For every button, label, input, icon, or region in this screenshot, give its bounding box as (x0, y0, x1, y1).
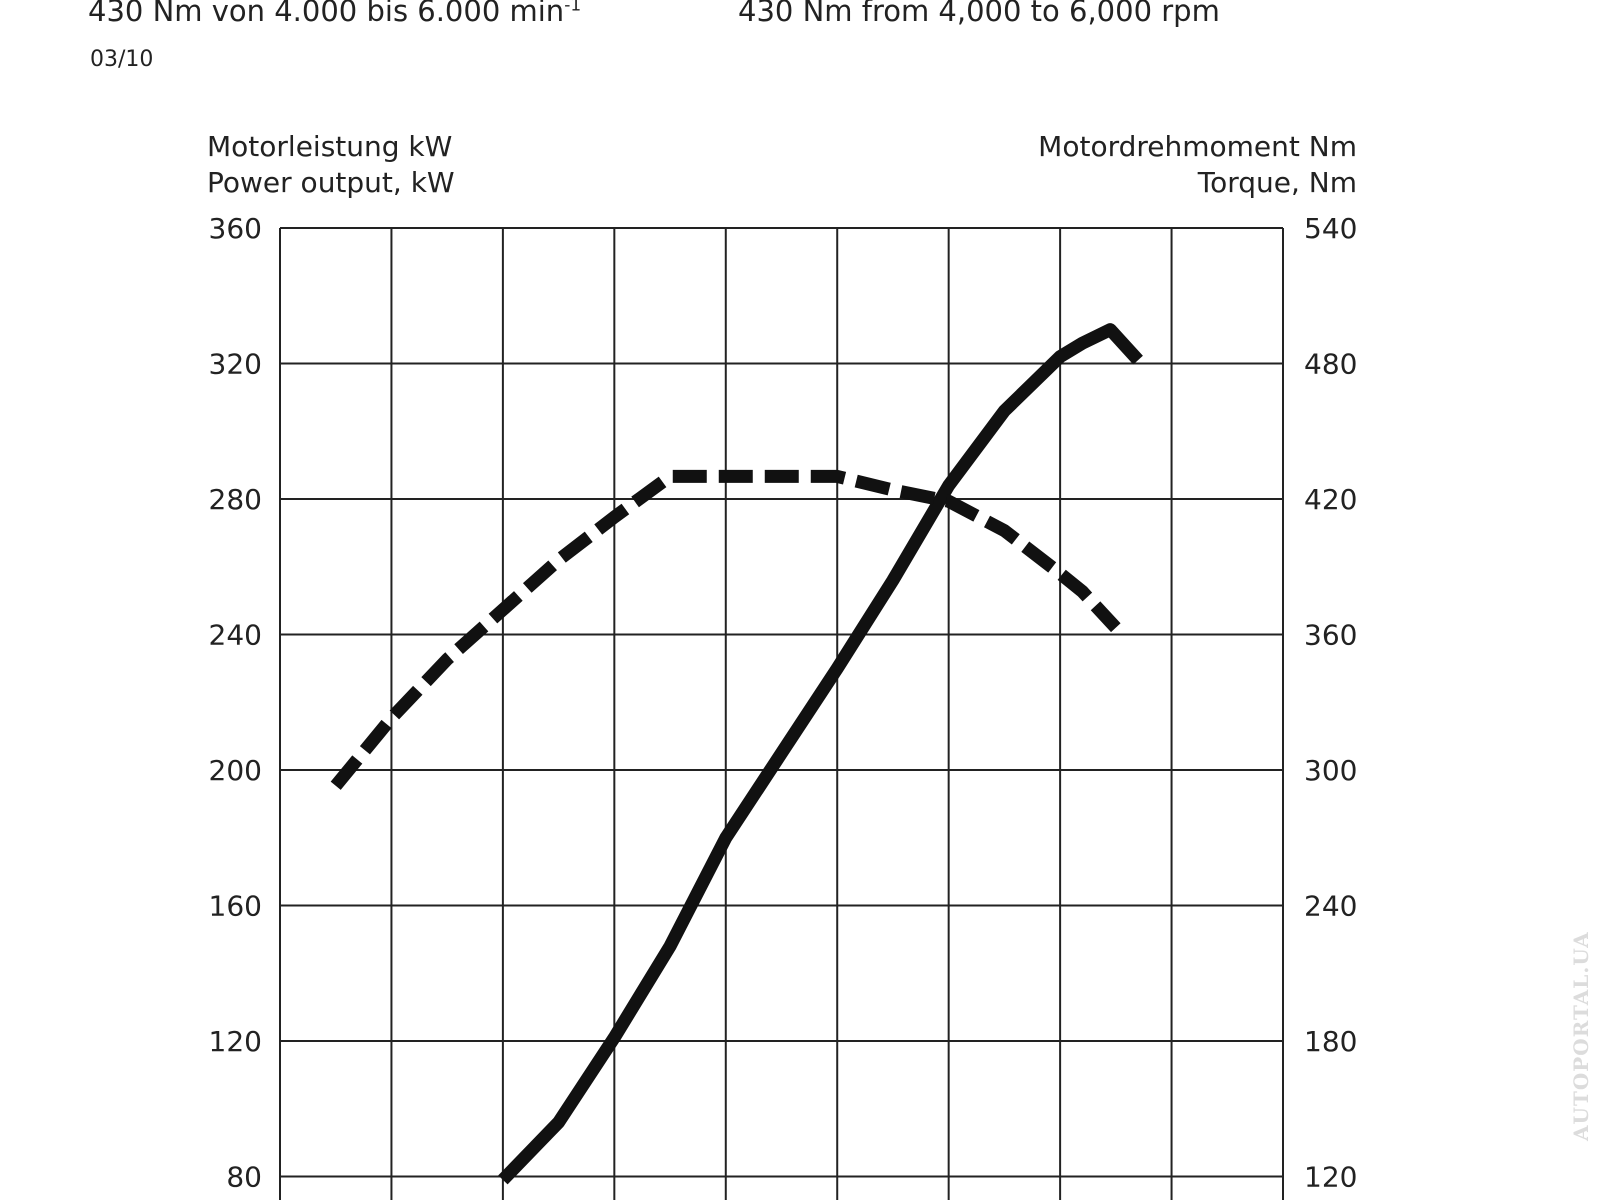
right-axis-label: Motordrehmoment Nm (1038, 130, 1357, 163)
torque-curve-line (330, 469, 1121, 790)
right-tick-label: 360 (1304, 619, 1357, 652)
right-tick-label: 420 (1304, 483, 1357, 516)
left-tick-label: 80 (226, 1161, 262, 1194)
header-left-line: 430 Nm von 4.000 bis 6.000 min-1 (88, 0, 581, 28)
left-tick-label: 320 (209, 348, 262, 381)
left-axis-label: Motorleistung kW (207, 130, 452, 163)
left-tick-label: 200 (209, 754, 262, 787)
header-right-line: 430 Nm from 4,000 to 6,000 rpm (738, 0, 1220, 28)
right-tick-label: 180 (1304, 1025, 1357, 1058)
right-tick-label: 480 (1304, 348, 1357, 381)
header-left-text: 430 Nm von 4.000 bis 6.000 min (88, 0, 565, 28)
date-label: 03/10 (90, 47, 154, 72)
left-tick-label: 160 (209, 890, 262, 923)
left-tick-label: 280 (209, 483, 262, 516)
right-tick-label: 540 (1304, 212, 1357, 245)
power-curve-line (498, 323, 1143, 1185)
right-tick-label: 240 (1304, 890, 1357, 923)
left-tick-label: 360 (209, 212, 262, 245)
right-tick-label: 300 (1304, 754, 1357, 787)
left-axis-label: Power output, kW (207, 166, 455, 199)
header-left-superscript: -1 (564, 0, 582, 16)
right-tick-label: 120 (1304, 1161, 1357, 1194)
left-tick-label: 120 (209, 1025, 262, 1058)
left-tick-label: 240 (209, 619, 262, 652)
right-axis-label: Torque, Nm (1197, 166, 1357, 199)
